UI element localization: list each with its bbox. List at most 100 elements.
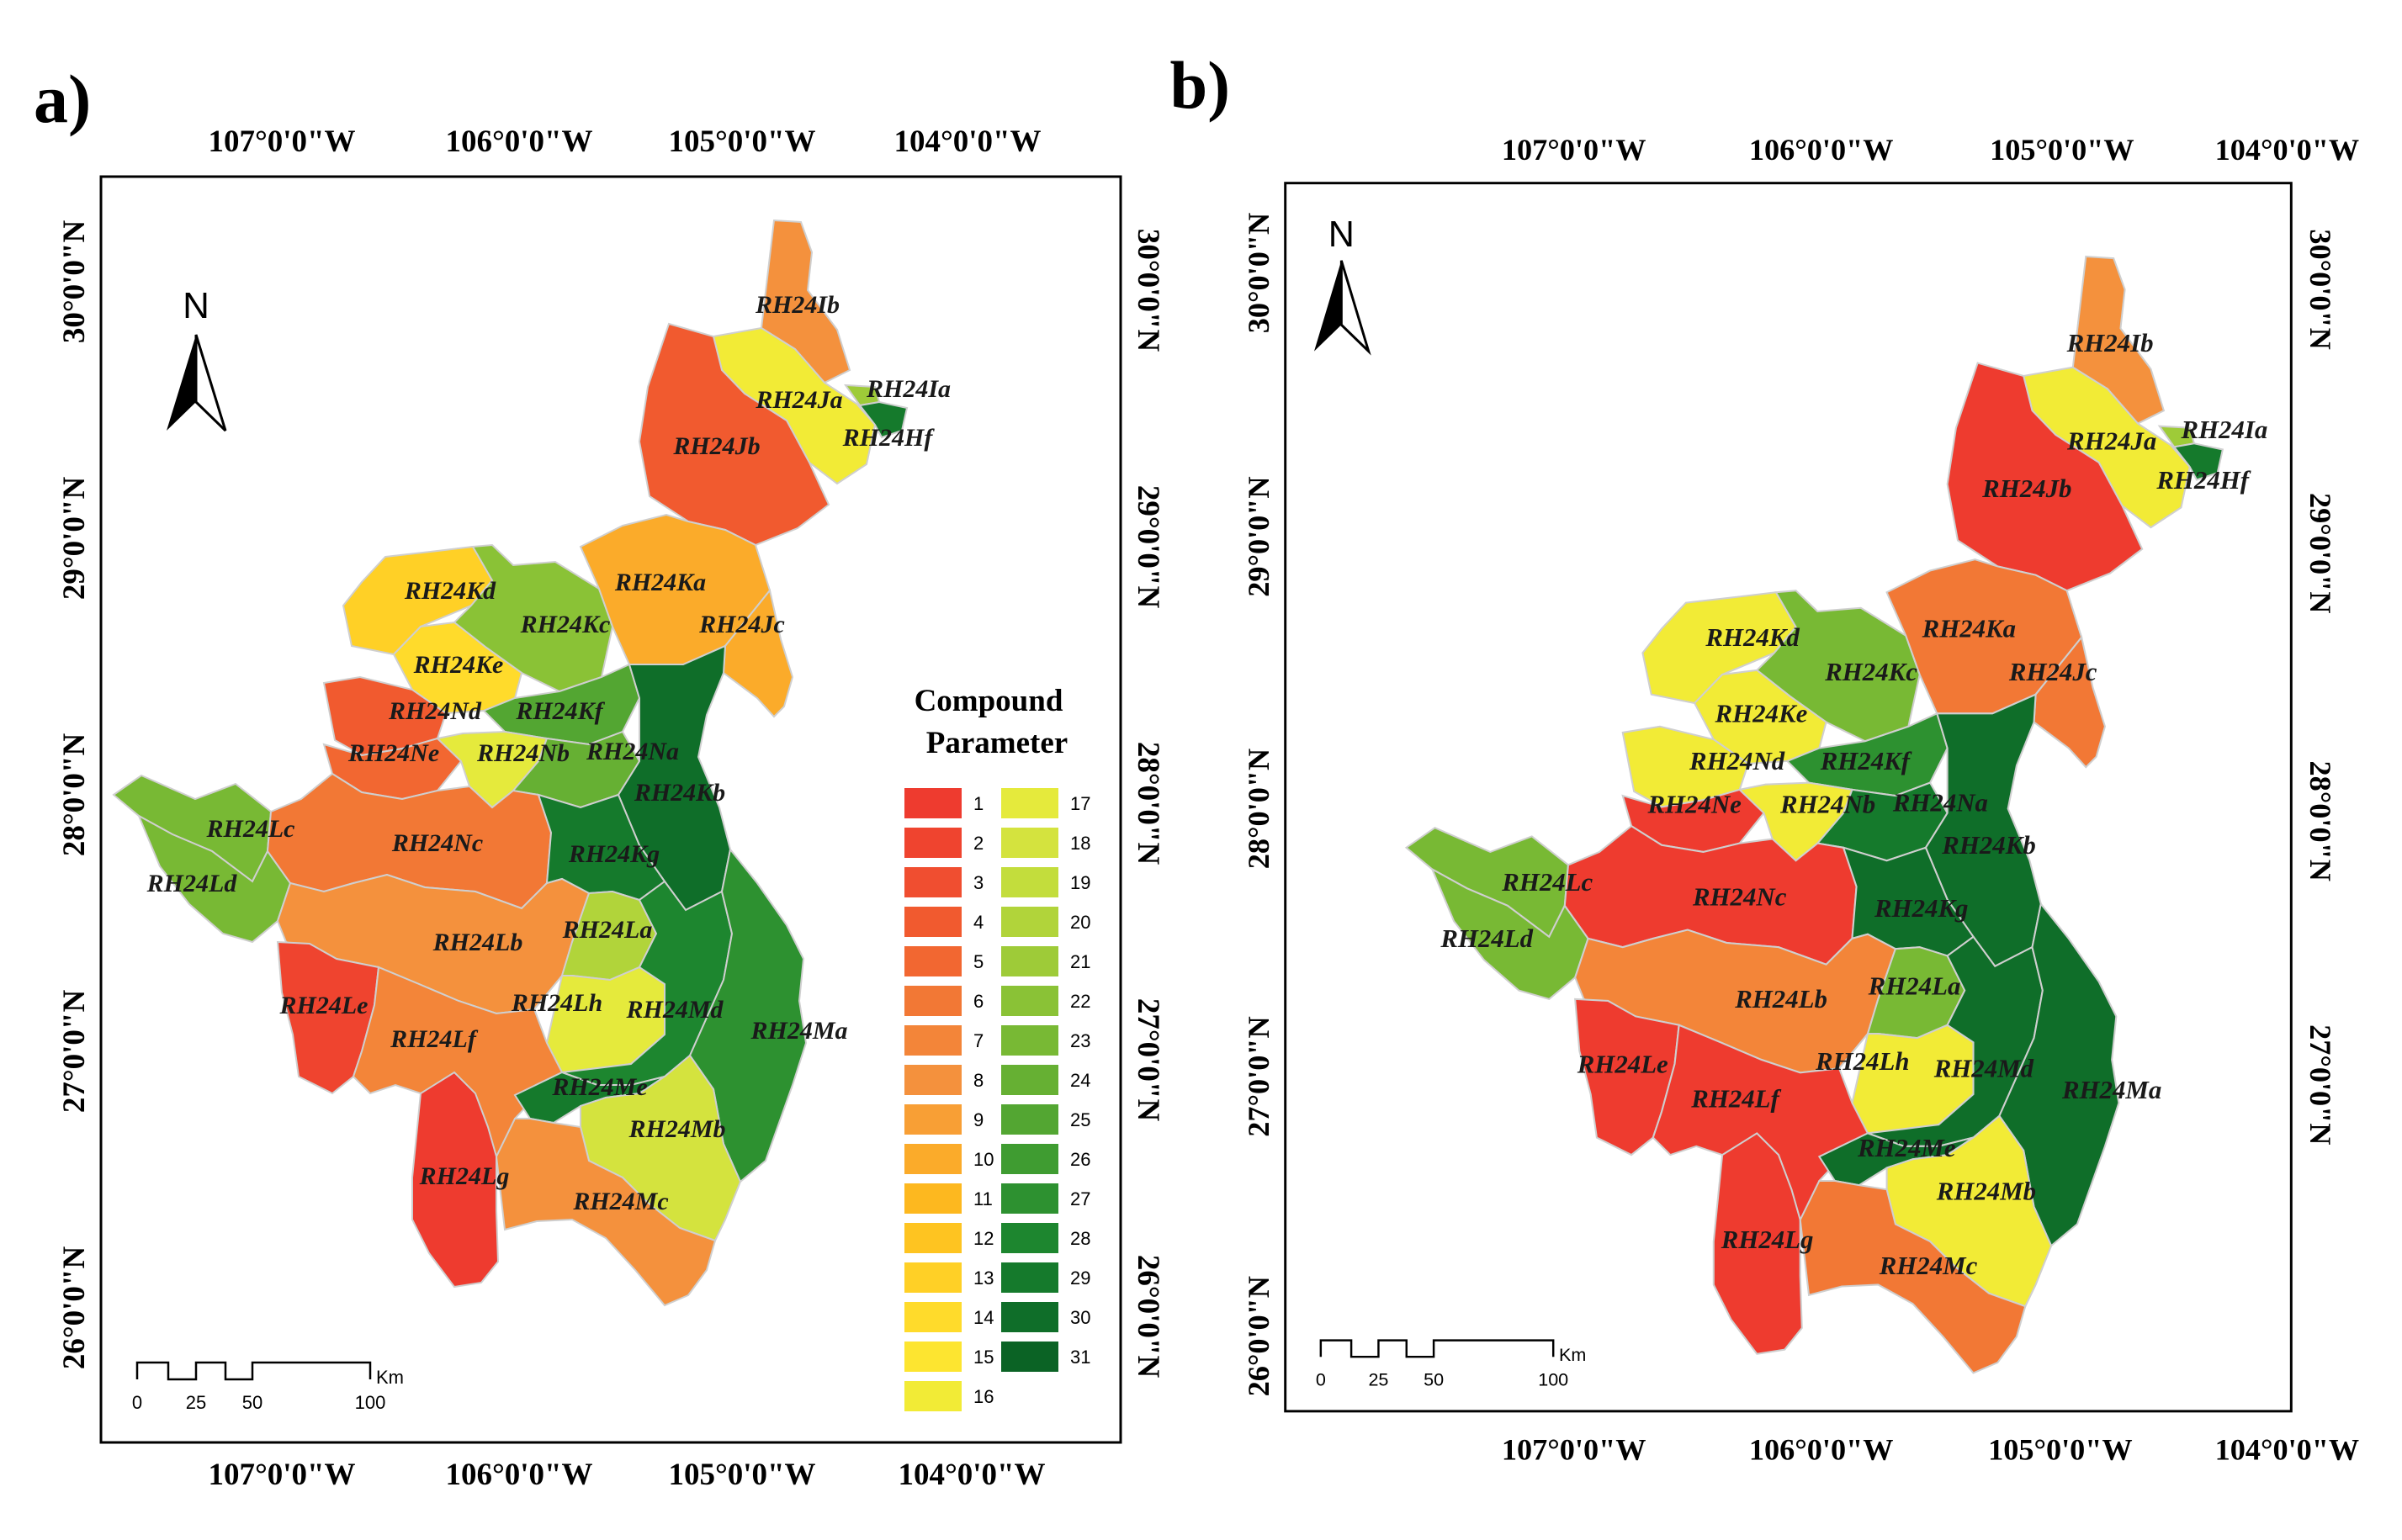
legend-value-19: 19 — [1070, 872, 1090, 893]
lat-left-a-1: 30°0'0"N — [57, 220, 92, 344]
legend-value-6: 6 — [973, 991, 984, 1012]
label-a-Kf: RH24Kf — [515, 697, 605, 725]
legend-swatch-27 — [1001, 1183, 1058, 1214]
lat-right-a-3: 28°0'0"N — [1131, 742, 1165, 865]
legend-swatch-31 — [1001, 1342, 1058, 1372]
north-arrow-icon — [167, 334, 227, 432]
region-a-Jc — [722, 588, 794, 718]
lat-right-b-1: 30°0'0"N — [2304, 229, 2337, 349]
region-b-Ma — [1998, 902, 2120, 1247]
label-a-Ke: RH24Ke — [413, 651, 504, 679]
lat-left-b-4: 27°0'0"N — [1242, 1016, 1275, 1136]
label-b-Mc: RH24Mc — [1879, 1252, 1978, 1280]
label-a-Kg: RH24Kg — [568, 840, 660, 868]
label-a-Lc: RH24Lc — [206, 815, 295, 843]
lon-bottom-a-2: 106°0'0"W — [445, 1458, 592, 1492]
label-a-Mb: RH24Mb — [628, 1115, 725, 1143]
lon-bottom-b-1: 107°0'0"W — [1502, 1433, 1646, 1467]
panel-a: a) 107°0'0"W 106°0'0"W 105°0'0"W 104°0'0… — [34, 61, 1165, 1492]
north-label-b: N — [1328, 214, 1355, 255]
lon-top-a-1: 107°0'0"W — [208, 124, 355, 159]
legend-value-15: 15 — [973, 1347, 994, 1368]
scale-a-unit: Km — [376, 1367, 404, 1388]
lat-right-b-2: 29°0'0"N — [2304, 493, 2337, 613]
legend-value-10: 10 — [973, 1149, 994, 1170]
lat-left-a-5: 26°0'0"N — [57, 1246, 92, 1370]
label-a-Nc: RH24Nc — [391, 829, 483, 857]
label-b-Jc: RH24Jc — [2008, 658, 2097, 686]
legend-value-12: 12 — [973, 1228, 994, 1249]
scale-a-50: 50 — [242, 1392, 262, 1413]
legend-swatch-11 — [904, 1183, 962, 1214]
map-frame-a — [99, 175, 1122, 1444]
legend-swatch-2 — [904, 828, 962, 858]
lon-bottom-b-4: 104°0'0"W — [2215, 1433, 2360, 1467]
lon-top-a-3: 105°0'0"W — [668, 124, 815, 159]
label-b-Nd: RH24Nd — [1689, 747, 1785, 775]
legend-value-20: 20 — [1070, 912, 1090, 933]
lat-left-b-2: 29°0'0"N — [1242, 476, 1275, 596]
region-a-Hf — [858, 400, 909, 439]
label-a-Lb: RH24Lb — [432, 929, 523, 956]
region-b-Jb — [1946, 362, 2144, 592]
lat-right-b-3: 28°0'0"N — [2304, 761, 2337, 881]
scale-b-50: 50 — [1424, 1369, 1444, 1390]
legend-swatch-23 — [1001, 1025, 1058, 1056]
legend-swatch-19 — [1001, 867, 1058, 897]
lat-left-b-1: 30°0'0"N — [1242, 213, 1275, 333]
legend-swatch-8 — [904, 1065, 962, 1095]
north-label-a: N — [183, 285, 209, 326]
label-b-Me: RH24Me — [1857, 1134, 1956, 1162]
lon-bottom-a-3: 105°0'0"W — [668, 1458, 815, 1492]
scale-b-unit: Km — [1559, 1344, 1586, 1365]
label-b-Kg: RH24Kg — [1874, 894, 1968, 923]
regions-b: RH24Ib RH24Ja RH24Ia RH24Hf RH24Jb RH24K… — [1404, 255, 2267, 1374]
legend-swatch-20 — [1001, 907, 1058, 937]
panel-b: b) 107°0'0"W 106°0'0"W 105°0'0"W 104°0'0… — [1170, 49, 2360, 1467]
label-a-Lg: RH24Lg — [419, 1162, 510, 1190]
legend-value-5: 5 — [973, 951, 984, 972]
legend-swatch-26 — [1001, 1144, 1058, 1174]
legend-title-line1: Compound — [915, 684, 1063, 718]
label-b-Nb: RH24Nb — [1779, 791, 1875, 819]
legend-swatch-6 — [904, 986, 962, 1016]
lat-right-a-4: 27°0'0"N — [1131, 998, 1165, 1122]
label-b-Na: RH24Na — [1892, 789, 1988, 818]
legend-swatch-7 — [904, 1025, 962, 1056]
lat-left-b-5: 26°0'0"N — [1242, 1276, 1275, 1396]
legend-swatch-24 — [1001, 1065, 1058, 1095]
legend-swatch-12 — [904, 1223, 962, 1253]
label-a-Le: RH24Le — [279, 992, 369, 1019]
lat-right-b-4: 27°0'0"N — [2304, 1024, 2337, 1145]
legend-swatch-1 — [904, 788, 962, 818]
legend-swatch-28 — [1001, 1223, 1058, 1253]
region-b-Jc — [2033, 635, 2106, 769]
legend-column-right: 17 18 19 20 21 22 23 24 25 26 27 28 29 30 31 — [1001, 788, 1090, 1372]
label-b-Hf: RH24Hf — [2155, 466, 2251, 495]
label-b-Nc: RH24Nc — [1692, 883, 1787, 912]
label-a-Ja: RH24Ja — [755, 386, 842, 414]
lat-left-a-4: 27°0'0"N — [57, 990, 92, 1114]
label-b-Jb: RH24Jb — [1981, 474, 2071, 503]
label-b-Ka: RH24Ka — [1922, 615, 2016, 643]
legend-value-11: 11 — [973, 1188, 993, 1209]
scale-b-100: 100 — [1538, 1369, 1568, 1390]
label-b-Kc: RH24Kc — [1824, 658, 1917, 686]
legend-value-18: 18 — [1070, 833, 1090, 854]
legend-value-9: 9 — [973, 1109, 984, 1130]
legend-value-23: 23 — [1070, 1030, 1090, 1051]
label-b-Le: RH24Le — [1577, 1050, 1668, 1078]
regions-a — [112, 219, 909, 1307]
legend-value-29: 29 — [1070, 1267, 1090, 1289]
label-b-Ia: RH24Ia — [2180, 415, 2267, 444]
map-frame-b — [1284, 182, 2293, 1413]
lat-left-b-3: 28°0'0"N — [1242, 749, 1275, 869]
label-b-Lc: RH24Lc — [1501, 868, 1593, 897]
legend-swatch-9 — [904, 1104, 962, 1135]
panel-letter-a: a) — [34, 61, 91, 137]
label-b-Ma: RH24Ma — [2061, 1076, 2161, 1104]
legend-swatch-25 — [1001, 1104, 1058, 1135]
label-a-Hf: RH24Hf — [842, 424, 936, 452]
region-a-Mc — [495, 1118, 717, 1307]
legend-swatch-15 — [904, 1342, 962, 1372]
